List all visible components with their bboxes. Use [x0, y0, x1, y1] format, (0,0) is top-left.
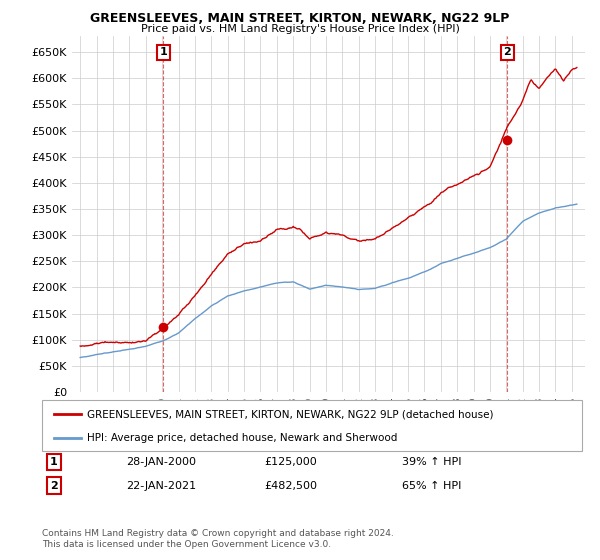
- Text: 28-JAN-2000: 28-JAN-2000: [126, 457, 196, 467]
- Text: GREENSLEEVES, MAIN STREET, KIRTON, NEWARK, NG22 9LP (detached house): GREENSLEEVES, MAIN STREET, KIRTON, NEWAR…: [87, 409, 493, 419]
- Text: Contains HM Land Registry data © Crown copyright and database right 2024.
This d: Contains HM Land Registry data © Crown c…: [42, 529, 394, 549]
- Text: 65% ↑ HPI: 65% ↑ HPI: [402, 480, 461, 491]
- Text: HPI: Average price, detached house, Newark and Sherwood: HPI: Average price, detached house, Newa…: [87, 433, 397, 444]
- Text: Price paid vs. HM Land Registry's House Price Index (HPI): Price paid vs. HM Land Registry's House …: [140, 24, 460, 34]
- Text: £125,000: £125,000: [264, 457, 317, 467]
- Text: 2: 2: [50, 480, 58, 491]
- Text: GREENSLEEVES, MAIN STREET, KIRTON, NEWARK, NG22 9LP: GREENSLEEVES, MAIN STREET, KIRTON, NEWAR…: [91, 12, 509, 25]
- Text: £482,500: £482,500: [264, 480, 317, 491]
- Text: 1: 1: [50, 457, 58, 467]
- Text: 2: 2: [503, 48, 511, 58]
- Text: 39% ↑ HPI: 39% ↑ HPI: [402, 457, 461, 467]
- Text: 22-JAN-2021: 22-JAN-2021: [126, 480, 196, 491]
- Text: 1: 1: [160, 48, 167, 58]
